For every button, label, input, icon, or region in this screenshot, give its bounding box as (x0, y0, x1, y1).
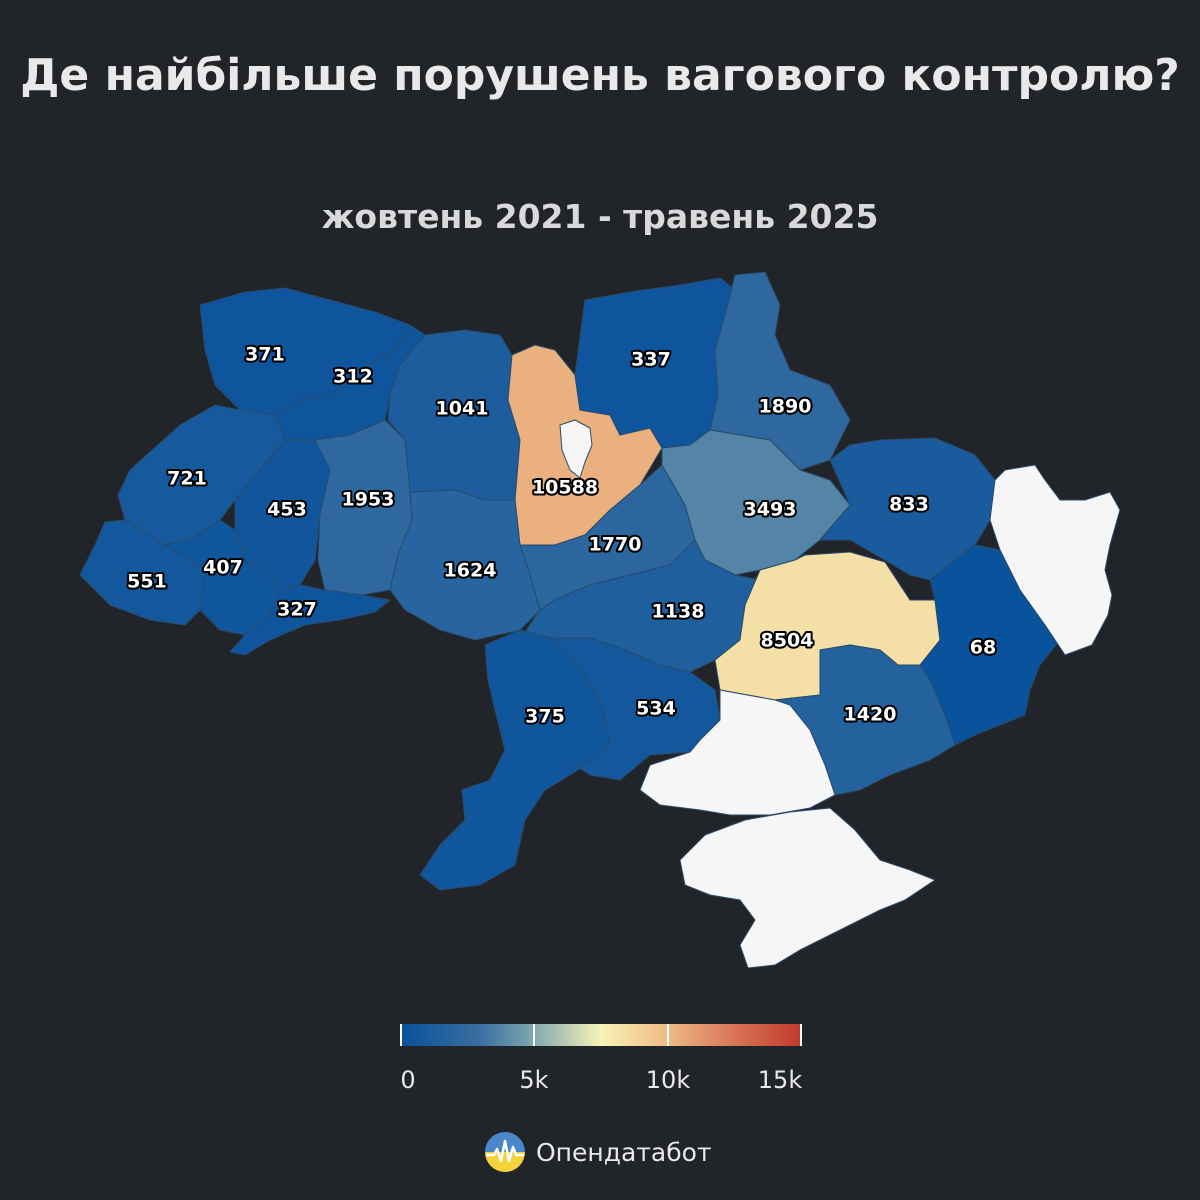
region-value-label-lviv: 721 (167, 468, 207, 490)
map-title: Де найбільше порушень вагового контролю? (20, 50, 1180, 101)
region-value-label-donetsk: 68 (970, 637, 996, 659)
region-value-label-odesa: 375 (525, 706, 565, 728)
region-value-label-poltava: 3493 (744, 499, 797, 521)
region-value-label-kyiv-oblast: 10588 (532, 477, 598, 499)
region-value-label-chernivtsi: 327 (277, 599, 317, 621)
region-kherson (639, 689, 836, 816)
opendatabot-logo-icon (485, 1132, 525, 1172)
region-kyiv-city (559, 419, 593, 479)
region-value-label-cherkasy: 1770 (589, 534, 642, 556)
brand-name: Опендатабот (536, 1137, 712, 1167)
region-value-label-kirovohrad: 1138 (652, 601, 705, 623)
legend-tick (400, 1024, 402, 1046)
legend-tick-label: 0 (400, 1066, 416, 1094)
region-value-label-volyn: 371 (245, 344, 285, 366)
legend-tick-label: 5k (519, 1066, 549, 1094)
color-scale-bar (400, 1024, 802, 1046)
region-mykolaiv[interactable] (551, 637, 721, 781)
color-scale-legend: 0 5k 10k 15k (400, 1024, 804, 1124)
region-donetsk[interactable] (919, 544, 1061, 746)
region-value-label-khmelnytskyi: 1953 (342, 489, 395, 511)
legend-tick (533, 1024, 535, 1046)
region-value-label-vinnytsia: 1624 (444, 560, 497, 582)
region-value-label-ivano-frankivsk: 407 (203, 557, 243, 579)
region-sumy[interactable] (709, 271, 851, 471)
region-chernivtsi[interactable] (229, 584, 391, 656)
region-value-label-ternopil: 453 (267, 499, 307, 521)
legend-tick (667, 1024, 669, 1046)
region-value-label-zakarpattia: 551 (127, 571, 167, 593)
region-crimea (679, 807, 936, 969)
legend-tick-label: 10k (645, 1066, 691, 1094)
legend-tick-label: 15k (757, 1066, 803, 1094)
region-value-label-chernihiv: 337 (631, 349, 671, 371)
region-value-label-rivne: 312 (333, 366, 373, 388)
region-value-label-sumy: 1890 (759, 396, 812, 418)
legend-tick (800, 1024, 802, 1046)
region-value-label-zaporizhzhia: 1420 (844, 704, 897, 726)
region-luhansk (989, 464, 1121, 656)
region-value-label-dnipropetrovsk: 8504 (761, 630, 814, 652)
region-value-label-zhytomyr: 1041 (436, 398, 489, 420)
region-value-label-kharkiv: 833 (889, 494, 929, 516)
brand: Опендатабот (484, 1130, 712, 1174)
map-subtitle: жовтень 2021 - травень 2025 (321, 197, 879, 236)
region-value-label-mykolaiv: 534 (636, 698, 676, 720)
